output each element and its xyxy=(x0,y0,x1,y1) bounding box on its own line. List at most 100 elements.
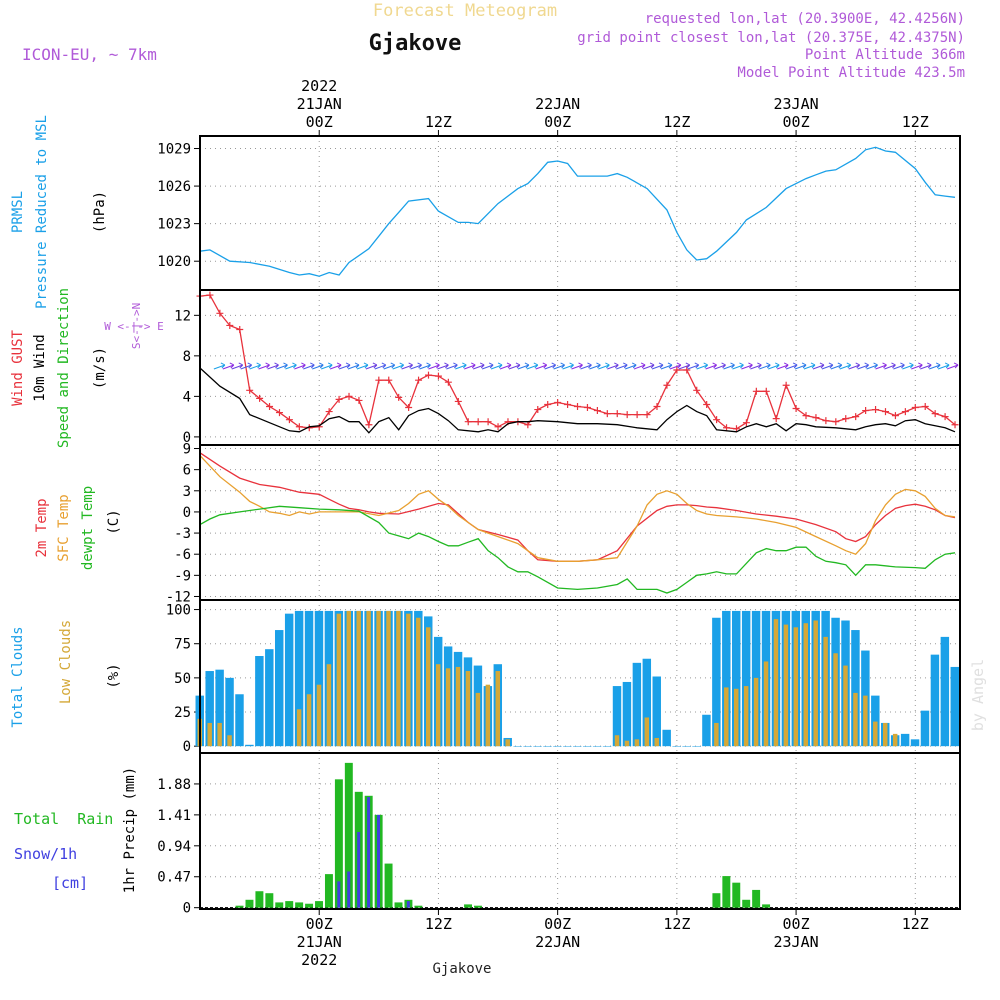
gust-point xyxy=(772,415,780,423)
rain-bar xyxy=(315,901,323,908)
low-cloud-bar xyxy=(773,619,779,747)
low-cloud-bar xyxy=(455,666,461,747)
cloud-unit: (%) xyxy=(106,663,122,688)
rain-bar xyxy=(712,893,721,908)
gust-point xyxy=(832,418,840,426)
wind-direction-arrow xyxy=(312,362,324,370)
wind-direction-arrow xyxy=(580,362,592,370)
rain-bar xyxy=(762,904,771,908)
pressure-label-1: PRMSL xyxy=(10,191,26,233)
y-tick-label: -12 xyxy=(166,589,191,605)
wind-direction-arrow xyxy=(723,362,735,370)
y-tick-label: 1029 xyxy=(157,142,191,158)
gust-point xyxy=(762,387,770,395)
gust-point xyxy=(792,405,800,413)
cloud-labels: Total Clouds Low Clouds (%) xyxy=(10,620,122,728)
gust-point xyxy=(285,416,293,424)
gust-point xyxy=(723,424,731,432)
wind-direction-arrow xyxy=(794,362,807,370)
x-tick-label-top: 00Z xyxy=(544,113,571,131)
low-cloud-bar xyxy=(356,610,361,747)
gust-point xyxy=(901,408,909,416)
gust-point xyxy=(623,411,631,419)
x-tick-label-bottom: 00Z xyxy=(544,915,571,933)
gust-point xyxy=(315,423,323,431)
total-cloud-bar xyxy=(553,746,562,747)
gust-point xyxy=(405,404,413,412)
precip-label-rain: Total Rain xyxy=(14,810,113,828)
gust-point xyxy=(454,397,462,405)
gust-point xyxy=(862,407,870,415)
low-cloud-bar xyxy=(336,613,342,747)
gust-point xyxy=(226,321,234,329)
wind-direction-arrow xyxy=(616,362,628,370)
gust-point xyxy=(206,291,214,299)
x-tick-label-bottom: 21JAN xyxy=(297,933,342,951)
total-cloud-bar xyxy=(275,630,284,747)
wind-direction-arrow xyxy=(714,362,726,370)
wind-direction-arrow xyxy=(303,362,315,370)
wind-direction-arrow xyxy=(669,362,682,370)
low-cloud-bar xyxy=(883,722,888,747)
wind-direction-arrow xyxy=(562,362,574,370)
snow-bar xyxy=(357,831,361,908)
x-tick-label-bottom: 23JAN xyxy=(774,933,819,951)
x-tick-label-top: 12Z xyxy=(902,113,929,131)
x-tick-label-bottom: 00Z xyxy=(306,915,333,933)
low-cloud-bar xyxy=(406,613,411,747)
wind-direction-arrow xyxy=(875,362,887,370)
pressure-unit: (hPa) xyxy=(92,191,108,233)
wind-direction-arrow xyxy=(866,362,878,370)
wind-direction-arrow xyxy=(428,362,440,370)
rain-bar xyxy=(344,762,353,908)
wind-direction-arrow xyxy=(920,362,932,370)
wind-direction-arrow xyxy=(437,362,449,370)
total-cloud-bar xyxy=(712,617,721,747)
wind-direction-arrow xyxy=(401,362,413,370)
wind-direction-arrow xyxy=(383,362,396,370)
panel-border xyxy=(199,135,961,291)
gust-point xyxy=(653,403,661,411)
wind-direction-arrow xyxy=(356,362,369,370)
wind-direction-arrow xyxy=(696,362,709,370)
gust-point xyxy=(872,406,880,414)
low-cloud-bar xyxy=(376,610,381,747)
precip-label-snow: Snow/1h xyxy=(14,845,77,863)
wind-direction-arrow xyxy=(750,362,762,370)
total-cloud-bar xyxy=(533,746,542,747)
wind-direction-arrow xyxy=(589,362,601,370)
low-cloud-bar xyxy=(416,617,421,747)
low-cloud-bar xyxy=(614,735,620,747)
wind-direction-arrow xyxy=(902,362,914,370)
low-cloud-bar xyxy=(873,721,878,747)
wind-direction-arrow xyxy=(231,362,244,370)
low-cloud-bar xyxy=(634,739,640,747)
x-tick-label-top: 2022 xyxy=(301,77,337,95)
gust-point xyxy=(275,409,283,417)
wind-unit: (m/s) xyxy=(92,347,108,389)
wind-direction-arrow xyxy=(705,362,717,370)
y-tick-label: 12 xyxy=(174,308,191,324)
wind-direction-arrow xyxy=(830,362,843,370)
total-cloud-bar xyxy=(732,610,741,747)
gust-point xyxy=(216,309,224,317)
y-tick-label: 0.94 xyxy=(157,839,191,855)
temp-label-sfc: SFC Temp xyxy=(56,494,72,561)
wind-direction-arrow xyxy=(517,362,530,370)
total-cloud-bar xyxy=(314,610,324,747)
gust-point xyxy=(593,407,601,415)
temp-label-2m: 2m Temp xyxy=(34,498,50,557)
total-cloud-bar xyxy=(920,710,930,747)
gust-point xyxy=(424,371,432,379)
low-cloud-bar xyxy=(475,692,481,747)
low-cloud-bar xyxy=(803,623,808,747)
low-cloud-bar xyxy=(217,722,222,747)
gust-point xyxy=(842,415,850,423)
watermark: by Angel xyxy=(969,659,987,731)
total-cloud-bar xyxy=(632,662,642,747)
gust-point xyxy=(713,416,721,424)
rain-bar xyxy=(245,899,254,908)
x-tick-label-bottom: 2022 xyxy=(301,951,337,969)
temp-labels: 2m Temp SFC Temp dewpt Temp (C) xyxy=(34,486,122,570)
gust-point xyxy=(911,404,919,412)
